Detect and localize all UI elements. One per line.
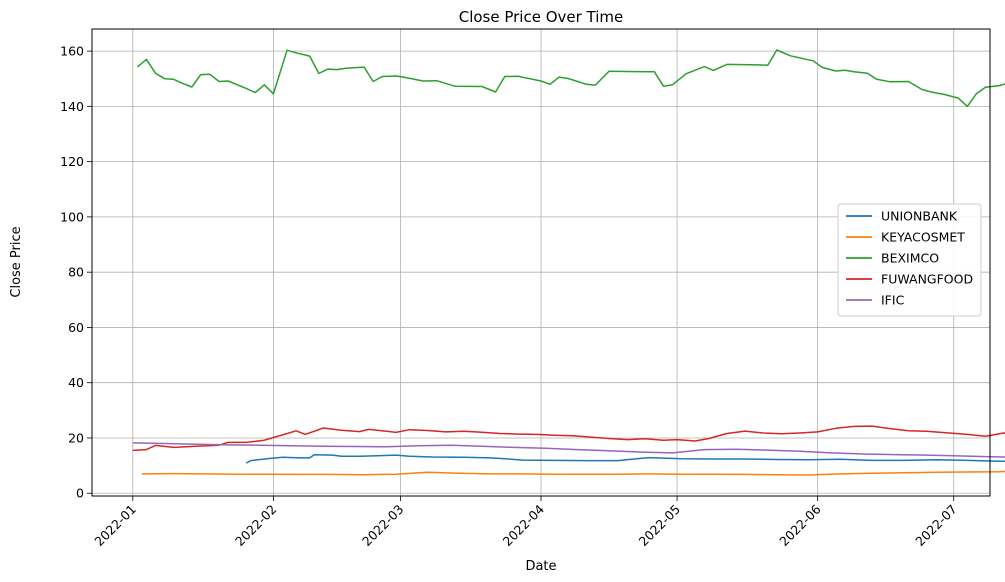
y-tick-label: 140 <box>60 99 84 114</box>
y-tick-label: 120 <box>60 154 84 169</box>
y-axis-label: Close Price <box>9 226 24 297</box>
legend-label: IFIC <box>881 293 905 308</box>
x-axis-label: Date <box>525 559 556 574</box>
legend-label: UNIONBANK <box>881 209 958 224</box>
legend-label: FUWANGFOOD <box>881 272 973 287</box>
y-tick-label: 160 <box>60 44 84 59</box>
x-tick-label: 2022-03 <box>359 502 407 550</box>
x-tick-label: 2022-05 <box>636 502 684 550</box>
y-tick-label: 80 <box>68 265 84 280</box>
y-tick-label: 60 <box>68 320 84 335</box>
x-tick-label: 2022-06 <box>776 501 824 549</box>
chart-title: Close Price Over Time <box>459 8 624 26</box>
y-tick-label: 40 <box>68 375 84 390</box>
series-lines <box>132 49 1005 476</box>
y-tick-label: 0 <box>76 486 84 501</box>
legend: UNIONBANK KEYACOSMET BEXIMCO FUWANGFOOD IFIC <box>837 203 982 317</box>
legend-label: KEYACOSMET <box>881 230 965 245</box>
series-line-unionbank <box>245 454 1005 464</box>
y-tick-label: 20 <box>68 430 84 445</box>
x-tick-label: 2022-02 <box>232 502 280 550</box>
legend-box <box>837 203 982 317</box>
y-axis: 0 20 40 60 80 100 120 140 160 <box>60 44 92 501</box>
x-tick-label: 2022-01 <box>91 502 139 550</box>
legend-label: BEXIMCO <box>881 251 939 266</box>
series-line-fuwangfood <box>132 425 1005 452</box>
x-tick-label: 2022-07 <box>912 502 960 550</box>
x-axis: 2022-01 2022-02 2022-03 2022-04 2022-05 2022-… <box>91 496 960 550</box>
series-line-keyacosmet <box>141 470 1005 476</box>
y-tick-label: 100 <box>60 209 84 224</box>
series-line-beximco <box>136 49 1005 108</box>
series-line-ific <box>132 442 1005 458</box>
x-tick-label: 2022-04 <box>500 501 548 549</box>
